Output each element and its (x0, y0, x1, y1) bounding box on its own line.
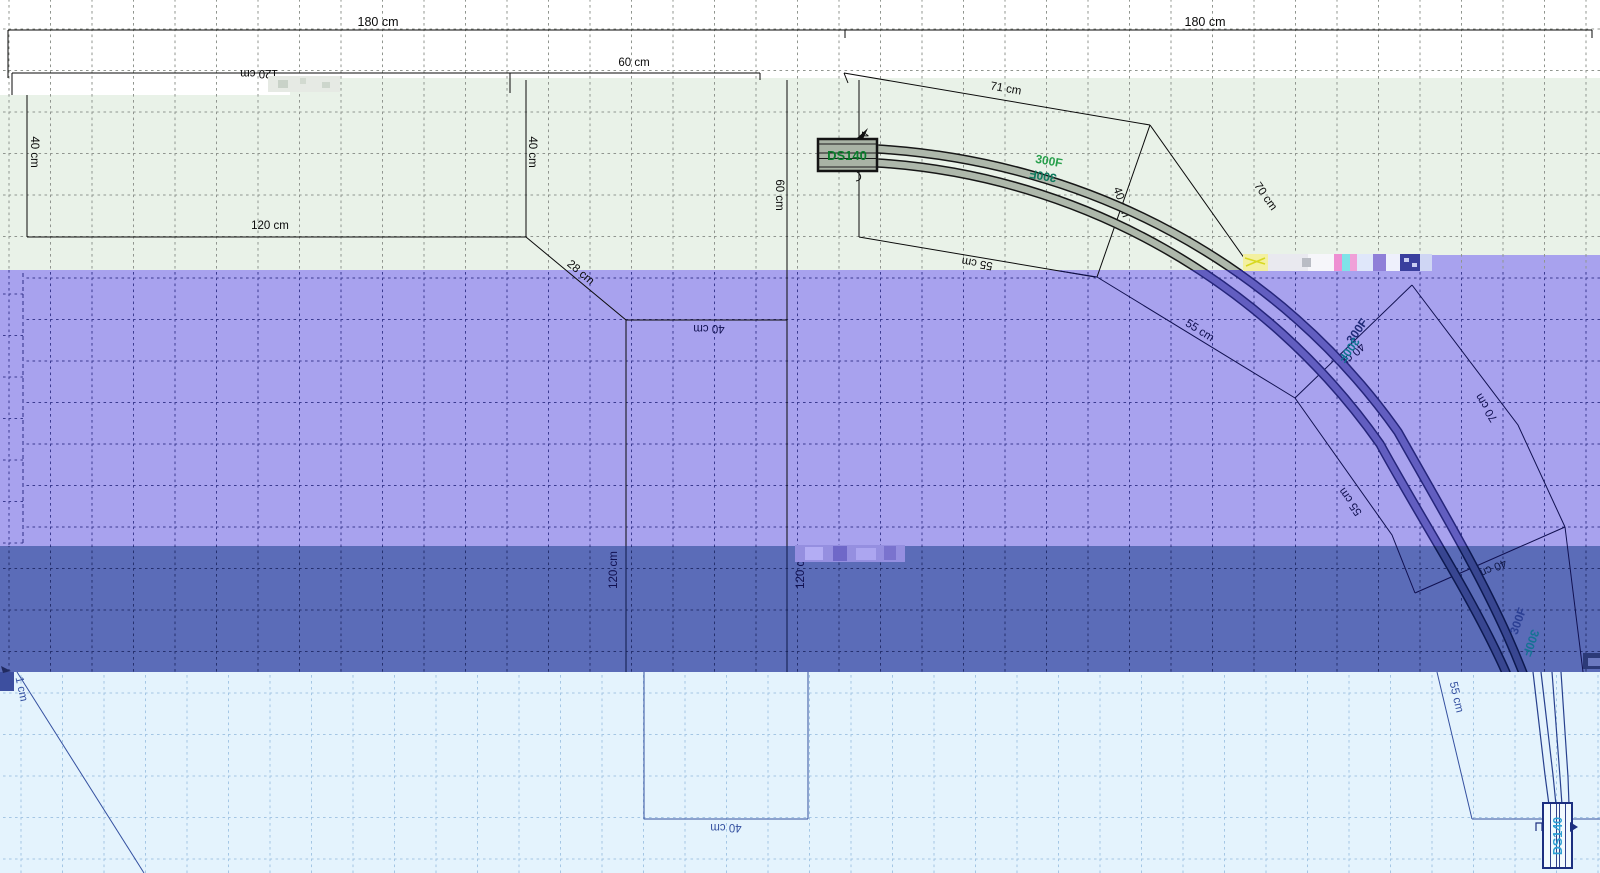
dimension-chain-track-purple (1059, 270, 1584, 673)
dimension-lines-middle-board-dark (625, 546, 788, 672)
dim-label-55-reversed-upper: 55 cm (961, 254, 994, 271)
dimension-chain-track-light (16, 671, 1600, 873)
dimension-lines-middle-board-light (643, 672, 809, 820)
track-curves-purple-zone[interactable] (878, 149, 1558, 806)
track-piece-ds140-top[interactable] (816, 128, 879, 182)
track-curves-dark-zone[interactable] (878, 149, 1558, 806)
grid-purple-shifted-strip (0, 270, 23, 546)
dimension-lines-left-board (26, 80, 627, 321)
grid-purple-zone (23, 270, 1600, 546)
dim-label-180-right: 180 cm (1185, 15, 1226, 29)
dim-label-60-top: 60 cm (618, 57, 649, 69)
connector-arrow-icon (1570, 822, 1578, 832)
glitch-noise-strip-main (1243, 254, 1432, 271)
track-label-ds140-bottom[interactable]: DS140 (1551, 817, 1565, 855)
glitch-noise-strip-top (268, 76, 340, 92)
dim-label-40-mid-bottom-reversed: 40 cm (710, 821, 741, 833)
dimension-chain-track-upper (843, 72, 1248, 278)
track-outlines-light-zone[interactable] (1532, 671, 1570, 806)
glitch-fragment-bottom-left (0, 666, 14, 691)
connector-mark-left-icon (1535, 822, 1543, 831)
dimension-arrow-icon (857, 128, 868, 139)
dim-label-60-vertical: 60 cm (773, 179, 785, 210)
glitch-noise-corner (1583, 653, 1600, 669)
dim-label-40-left: 40 cm (28, 136, 40, 167)
dim-label-40-right: 40 cm (526, 136, 538, 167)
grid-dark-zone (0, 546, 1600, 672)
grid-light-zone (0, 672, 1600, 873)
dim-label-180-left: 180 cm (358, 15, 399, 29)
dimension-lines-top (7, 29, 1593, 95)
dim-label-71: 71 cm (989, 80, 1022, 97)
dim-label-120-board: 120 cm (251, 220, 289, 232)
dimension-hook-icon (855, 171, 862, 182)
track-label-ds140-top[interactable]: DS140 (827, 148, 867, 163)
track-label-300f-green-reversed[interactable]: 300F (1028, 167, 1057, 186)
dim-label-120-mid-left: 120 cm (608, 551, 620, 589)
dim-label-40-mid-top-reversed: 40 cm (693, 322, 724, 334)
dim-label-1cm-partial: 1 cm (13, 676, 30, 703)
grid-green-zone (0, 0, 1600, 270)
track-curves-green-zone[interactable] (877, 144, 1558, 806)
glitch-noise-strip-purple (795, 545, 905, 562)
track-piece-ds140-bottom[interactable] (1535, 802, 1578, 869)
track-label-300f-green[interactable]: 300F (1034, 152, 1063, 171)
dimension-lines-middle-board (625, 80, 788, 546)
